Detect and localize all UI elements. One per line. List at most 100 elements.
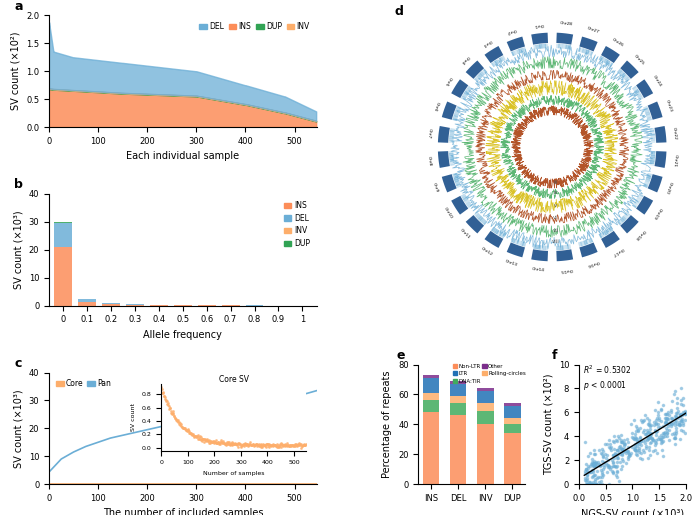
X-axis label: Each individual sample: Each individual sample — [126, 151, 239, 161]
Point — [610, 471, 622, 479]
Polygon shape — [545, 246, 547, 250]
Polygon shape — [651, 141, 656, 143]
Point — [649, 445, 660, 454]
Text: Chr1: Chr1 — [533, 22, 544, 27]
Polygon shape — [452, 196, 468, 215]
Point — [598, 464, 610, 472]
Polygon shape — [590, 52, 594, 56]
Point — [632, 438, 643, 447]
Text: a: a — [14, 0, 22, 13]
Point — [611, 454, 622, 462]
Point — [643, 427, 654, 436]
Point — [645, 430, 657, 438]
Legend: Core, Pan: Core, Pan — [52, 376, 114, 391]
Polygon shape — [556, 32, 573, 45]
Point — [601, 468, 612, 476]
Polygon shape — [456, 108, 461, 111]
Polygon shape — [648, 101, 663, 120]
Point — [588, 472, 599, 480]
Point — [671, 423, 682, 432]
Point — [658, 429, 669, 437]
Point — [678, 401, 689, 409]
Point — [645, 421, 656, 429]
Text: Chr25: Chr25 — [634, 54, 645, 66]
Point — [605, 462, 616, 471]
Polygon shape — [648, 173, 652, 176]
Bar — [102, 303, 120, 304]
Point — [620, 449, 631, 457]
Point — [616, 445, 627, 454]
Point — [643, 419, 655, 427]
Point — [643, 416, 655, 424]
Polygon shape — [617, 220, 622, 225]
Point — [659, 427, 670, 436]
Polygon shape — [522, 242, 524, 246]
Y-axis label: Percentage of repeats: Percentage of repeats — [382, 371, 393, 478]
Point — [585, 480, 596, 488]
Polygon shape — [638, 195, 643, 199]
Polygon shape — [500, 233, 504, 237]
Point — [612, 473, 623, 482]
Polygon shape — [565, 44, 568, 49]
Point — [617, 438, 628, 447]
Point — [604, 465, 615, 473]
Polygon shape — [496, 230, 500, 235]
Point — [653, 408, 664, 416]
Point — [650, 441, 661, 449]
Polygon shape — [556, 249, 573, 261]
Polygon shape — [482, 219, 486, 224]
Point — [631, 434, 642, 442]
Point — [629, 435, 640, 443]
Polygon shape — [456, 185, 461, 188]
Point — [642, 454, 653, 462]
Point — [645, 438, 657, 446]
Point — [586, 466, 597, 474]
Point — [584, 478, 595, 486]
Point — [666, 430, 678, 438]
Text: Chr8: Chr8 — [427, 156, 432, 166]
Point — [676, 426, 687, 435]
Polygon shape — [584, 239, 588, 245]
Legend: DEL, INS, DUP, INV: DEL, INS, DUP, INV — [197, 19, 313, 35]
Point — [680, 428, 691, 437]
Point — [588, 462, 599, 471]
Point — [591, 474, 602, 482]
Polygon shape — [561, 44, 564, 48]
Polygon shape — [598, 233, 603, 238]
Point — [612, 452, 623, 460]
Polygon shape — [540, 44, 543, 48]
Point — [663, 436, 674, 444]
Polygon shape — [546, 44, 548, 48]
Polygon shape — [636, 198, 640, 202]
Point — [630, 445, 641, 454]
Polygon shape — [637, 197, 642, 200]
Polygon shape — [454, 113, 458, 116]
Point — [673, 420, 685, 428]
Polygon shape — [654, 126, 666, 143]
Point — [625, 449, 636, 457]
Point — [582, 480, 594, 488]
Point — [598, 447, 609, 455]
Polygon shape — [560, 44, 562, 48]
Point — [587, 454, 598, 462]
Point — [650, 419, 662, 427]
Y-axis label: SV count (×10²): SV count (×10²) — [10, 32, 20, 111]
Point — [608, 462, 619, 471]
Point — [603, 461, 615, 470]
Polygon shape — [477, 214, 481, 219]
Point — [615, 465, 626, 473]
Point — [589, 462, 600, 470]
Polygon shape — [605, 59, 609, 64]
Point — [587, 480, 598, 488]
Polygon shape — [507, 37, 525, 52]
Point — [647, 436, 658, 444]
Point — [643, 446, 655, 454]
Point — [679, 408, 690, 417]
Point — [661, 429, 672, 437]
Polygon shape — [454, 114, 458, 118]
Polygon shape — [626, 212, 631, 216]
Polygon shape — [463, 94, 468, 97]
Polygon shape — [516, 239, 519, 245]
Point — [664, 426, 675, 435]
Polygon shape — [463, 92, 468, 96]
